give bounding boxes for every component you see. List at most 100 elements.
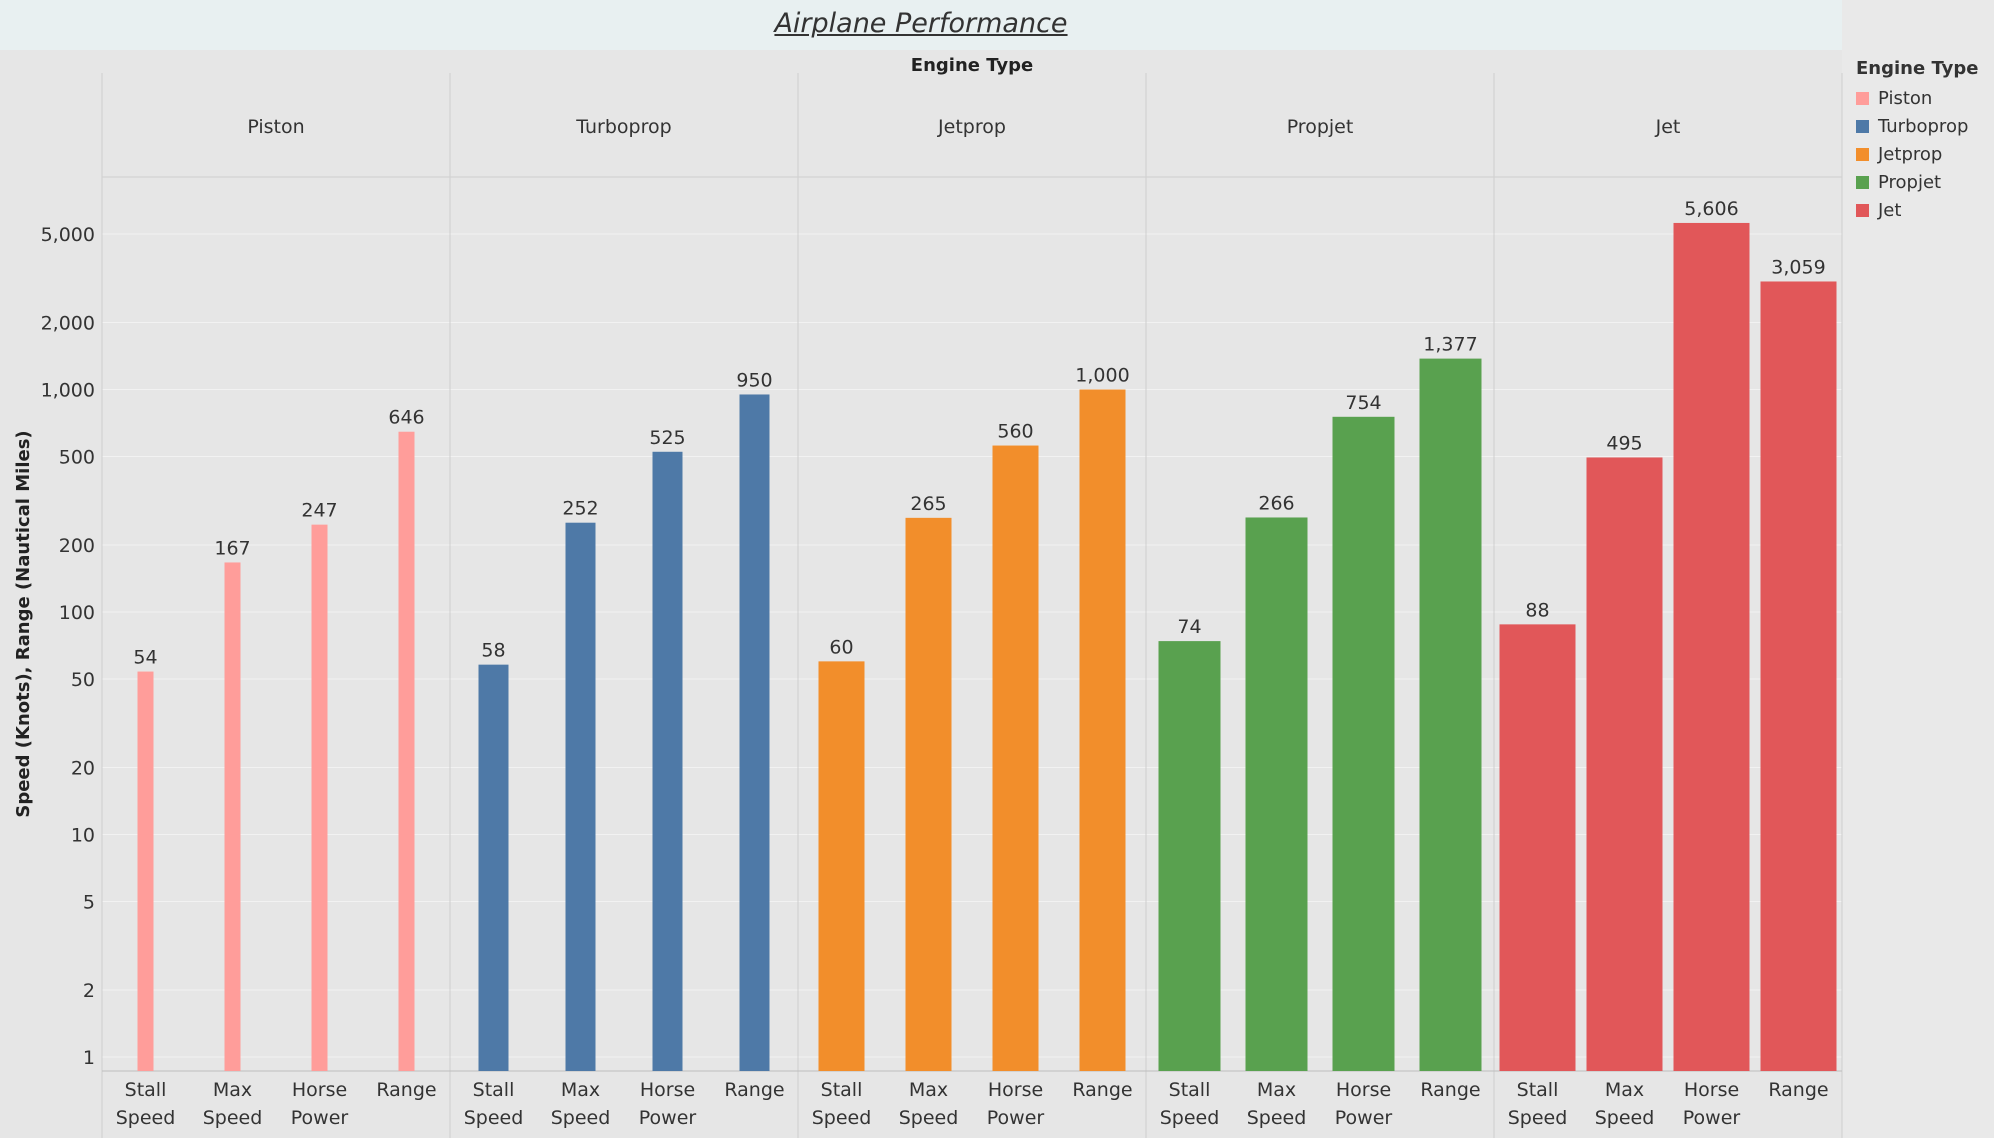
legend: Engine Type Piston Turboprop Jetprop Propje… (1856, 58, 1978, 224)
x-tick-label: Speed (551, 1107, 611, 1129)
x-tick-label: Speed (464, 1107, 524, 1129)
legend-item-jet[interactable]: Jet (1856, 196, 1978, 224)
x-tick-label: Max (1257, 1079, 1296, 1101)
legend-label: Jetprop (1878, 143, 1943, 165)
x-tick-label: Max (213, 1079, 252, 1101)
x-tick-label: Speed (1595, 1107, 1655, 1129)
x-tick-label: Power (639, 1107, 697, 1129)
title-bar: Airplane Performance (0, 0, 1842, 50)
x-tick-label: Range (1768, 1079, 1828, 1101)
y-tick-label: 1,000 (41, 380, 95, 402)
data-label: 3,059 (1771, 256, 1825, 278)
panel-header-turboprop: Turboprop (575, 116, 671, 138)
x-tick-label: Max (1605, 1079, 1644, 1101)
y-tick-label: 50 (71, 669, 95, 691)
data-label: 950 (736, 369, 772, 391)
data-label: 495 (1606, 432, 1642, 454)
panel-header-jetprop: Jetprop (937, 116, 1006, 138)
x-tick-label: Horse (292, 1079, 347, 1101)
y-tick-label: 20 (71, 758, 95, 780)
legend-label: Propjet (1878, 171, 1942, 193)
y-tick-label: 5,000 (41, 224, 95, 246)
legend-item-propjet[interactable]: Propjet (1856, 168, 1978, 196)
x-tick-label: Horse (1336, 1079, 1391, 1101)
legend-swatch (1856, 175, 1869, 189)
x-tick-label: Range (1072, 1079, 1132, 1101)
legend-label: Turboprop (1878, 115, 1969, 137)
x-tick-label: Stall (821, 1079, 863, 1101)
x-tick-label: Speed (812, 1107, 872, 1129)
bar-jet-stall-speed (1499, 624, 1576, 1071)
x-tick-label: Range (1420, 1079, 1480, 1101)
y-tick-label: 200 (59, 535, 95, 557)
bar-turboprop-range (739, 394, 770, 1071)
data-label: 266 (1258, 492, 1294, 514)
data-label: 754 (1345, 392, 1381, 414)
y-tick-label: 500 (59, 446, 95, 468)
x-tick-label: Range (376, 1079, 436, 1101)
x-tick-label: Speed (899, 1107, 959, 1129)
bar-piston-stall-speed (137, 671, 154, 1071)
bar-turboprop-max-speed (565, 522, 596, 1071)
x-tick-label: Horse (1684, 1079, 1739, 1101)
chart-title: Airplane Performance (774, 8, 1068, 39)
data-label: 1,377 (1423, 334, 1477, 356)
legend-swatch (1856, 147, 1869, 161)
x-tick-label: Power (987, 1107, 1045, 1129)
y-tick-label: 1 (83, 1047, 95, 1069)
data-label: 1,000 (1075, 365, 1129, 387)
bar-propjet-horse-power (1332, 416, 1395, 1071)
data-label: 54 (133, 647, 157, 669)
y-tick-label: 100 (59, 602, 95, 624)
bar-jetprop-horse-power (992, 445, 1039, 1071)
y-axis-label: Speed (Knots), Range (Nautical Miles) (13, 430, 34, 817)
bar-jet-max-speed (1586, 457, 1663, 1071)
x-tick-label: Power (1335, 1107, 1393, 1129)
data-label: 646 (388, 407, 424, 429)
data-label: 247 (301, 500, 337, 522)
bar-piston-horse-power (311, 524, 328, 1071)
data-label: 560 (997, 421, 1033, 443)
legend-item-piston[interactable]: Piston (1856, 84, 1978, 112)
x-tick-label: Max (561, 1079, 600, 1101)
bar-piston-max-speed (224, 562, 241, 1071)
panel-header-propjet: Propjet (1287, 116, 1354, 138)
bar-jetprop-stall-speed (818, 661, 865, 1071)
bar-propjet-stall-speed (1158, 641, 1221, 1071)
bar-turboprop-stall-speed (478, 664, 509, 1071)
bar-jetprop-range (1079, 389, 1126, 1072)
x-tick-label: Stall (1169, 1079, 1211, 1101)
bar-piston-range (398, 431, 415, 1071)
x-tick-label: Speed (1508, 1107, 1568, 1129)
y-tick-label: 2,000 (41, 313, 95, 335)
x-tick-label: Speed (116, 1107, 176, 1129)
data-label: 167 (214, 537, 250, 559)
data-label: 58 (481, 640, 505, 662)
panel-header-piston: Piston (247, 116, 304, 138)
x-tick-label: Speed (203, 1107, 263, 1129)
x-tick-label: Power (291, 1107, 349, 1129)
legend-panel (1842, 0, 1994, 1138)
y-tick-label: 5 (83, 891, 95, 913)
x-tick-label: Speed (1160, 1107, 1220, 1129)
data-label: 265 (910, 493, 946, 515)
y-tick-label: 10 (71, 825, 95, 847)
bar-propjet-max-speed (1245, 517, 1308, 1071)
legend-swatch (1856, 203, 1869, 217)
legend-label: Jet (1878, 199, 1902, 221)
bar-propjet-range (1419, 358, 1482, 1071)
data-label: 74 (1177, 616, 1201, 638)
legend-item-turboprop[interactable]: Turboprop (1856, 112, 1978, 140)
x-tick-label: Max (909, 1079, 948, 1101)
bar-jet-range (1760, 281, 1837, 1072)
data-label: 252 (562, 498, 598, 520)
data-label: 88 (1525, 599, 1549, 621)
legend-item-jetprop[interactable]: Jetprop (1856, 140, 1978, 168)
data-label: 60 (829, 636, 853, 658)
panel-header-jet: Jet (1655, 116, 1681, 138)
bar-jet-horse-power (1673, 222, 1750, 1071)
x-tick-label: Horse (988, 1079, 1043, 1101)
x-tick-label: Stall (1517, 1079, 1559, 1101)
legend-swatch (1856, 91, 1869, 105)
